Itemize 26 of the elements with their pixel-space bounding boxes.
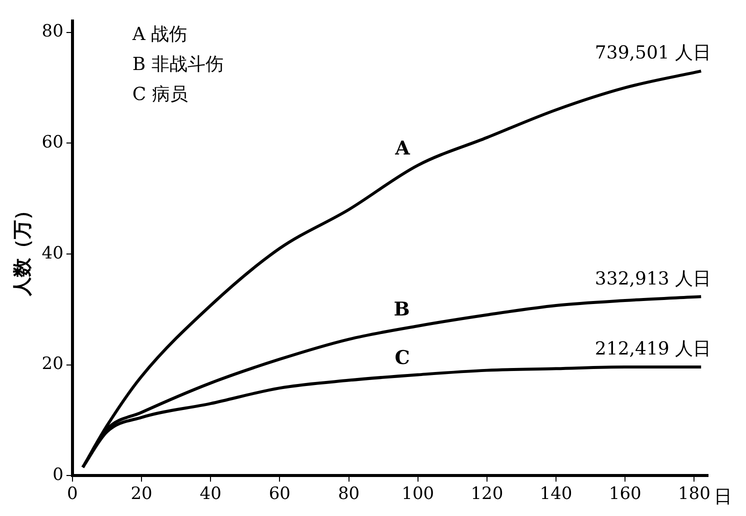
x-tick-label: 160 [608, 484, 642, 504]
x-tick-label: 0 [67, 484, 78, 504]
annotation: C 病员 [132, 84, 188, 105]
annotation: B 非战斗伤 [132, 54, 224, 75]
x-tick-label: 80 [338, 484, 360, 504]
series-label: B [394, 298, 410, 320]
series-label: A [394, 138, 410, 160]
y-tick-label: 60 [42, 132, 64, 153]
series-label: C [394, 347, 410, 370]
x-tick-label: 20 [130, 484, 152, 504]
x-tick-label: 140 [540, 484, 572, 504]
y-tick-label: 40 [42, 243, 64, 264]
y-tick-label: 0 [52, 465, 64, 486]
y-tick-label: 80 [42, 22, 64, 42]
x-tick-label: 40 [200, 484, 222, 504]
x-tick-label: 120 [470, 484, 504, 504]
x-axis-title: 日 [714, 486, 732, 508]
x-tick-label: 100 [402, 484, 434, 504]
x-tick-label: 60 [268, 484, 291, 504]
x-tick-label: 180 [678, 484, 710, 504]
y-axis-title: 人数（万） [11, 200, 34, 297]
annotation: 739,501 人日 [594, 42, 712, 64]
annotation: A 战伤 [131, 24, 188, 45]
annotation: 212,419 人日 [594, 338, 712, 360]
annotation: 332,913 人日 [594, 268, 712, 290]
y-tick-label: 20 [42, 354, 64, 374]
